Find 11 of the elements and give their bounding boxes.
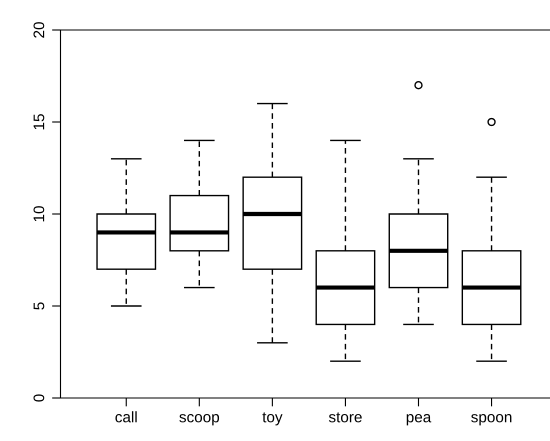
y-tick-label: 10 [33,206,44,222]
x-tick-label: pea [406,414,432,426]
y-tick-label: 5 [34,302,44,310]
x-tick-label: store [328,412,362,422]
x-tick-label: toy [262,412,283,426]
x-tick-label: call [115,411,137,422]
y-tick-label: 0 [33,394,44,402]
y-tick-label: 20 [33,22,44,38]
x-tick-label: scoop [179,414,220,426]
y-tick-label: 15 [34,114,44,130]
x-tick-label: spoon [471,414,512,426]
